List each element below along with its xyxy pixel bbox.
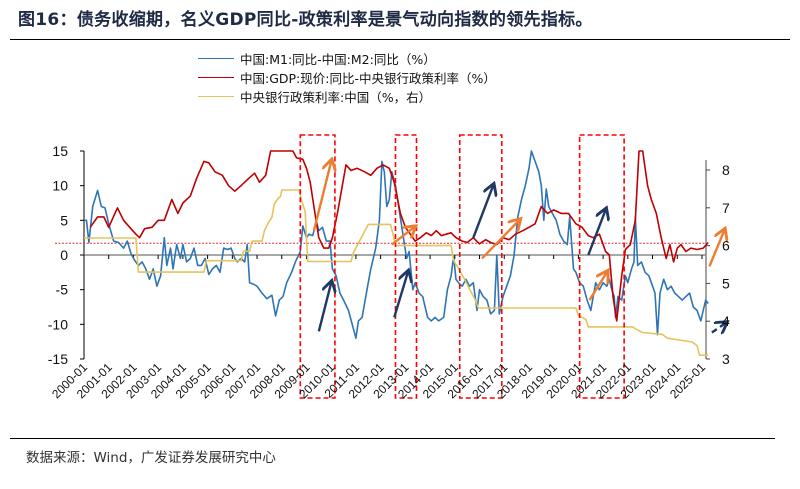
legend: 中国:M1:同比-中国:M2:同比（%） 中国:GDP:现价:同比-中央银行政策… (198, 49, 496, 106)
left-y-tick-label: -15 (48, 351, 68, 367)
right-y-tick-label: 5 (722, 275, 730, 291)
legend-swatch-policy-rate (198, 96, 234, 97)
legend-swatch-gdp-rate (198, 77, 234, 78)
right-y-tick-label: 8 (722, 162, 730, 178)
left-y-tick-label: -10 (48, 316, 68, 332)
right-y-tick-label: 3 (722, 351, 730, 367)
annotation-arrow-orange (391, 227, 414, 246)
annotation-arrow-orange (312, 161, 331, 232)
series-policy-rate (84, 189, 709, 356)
legend-item-policy-rate: 中央银行政策利率:中国（%，右） (198, 87, 496, 106)
annotation-arrow-navy (587, 210, 605, 256)
legend-label-m1-m2: 中国:M1:同比-中国:M2:同比（%） (240, 52, 436, 67)
annotation-arrow-navy (317, 283, 331, 332)
chart-title: 图16：债务收缩期，名义GDP同比-政策利率是景气动向指数的领先指标。 (18, 10, 593, 30)
left-y-tick-label: 5 (60, 212, 68, 228)
source-divider (10, 438, 775, 439)
legend-label-gdp-rate: 中国:GDP:现价:同比-中央银行政策利率（%） (240, 71, 496, 86)
highlight-box (394, 134, 418, 399)
annotation-arrow-navy (472, 186, 493, 239)
highlight-box (299, 134, 336, 399)
legend-label-policy-rate: 中央银行政策利率:中国（%，右） (240, 90, 432, 105)
highlight-box (458, 134, 503, 399)
annotation-arrow-navy (711, 323, 726, 332)
right-y-tick-label: 4 (722, 313, 730, 329)
legend-item-gdp-rate: 中国:GDP:现价:同比-中央银行政策利率（%） (198, 68, 496, 87)
annotation-arrow-group (312, 161, 726, 332)
legend-item-m1-m2: 中国:M1:同比-中国:M2:同比（%） (198, 49, 496, 68)
left-y-tick-label: -5 (56, 282, 69, 298)
series-gdp-minus-rate (89, 150, 709, 322)
left-y-tick-label: 0 (60, 247, 68, 263)
annotation-arrow-orange (481, 220, 519, 260)
chart-canvas: 151050-5-10-158765432000-012001-012002-0… (48, 134, 730, 401)
annotation-arrow-navy (393, 272, 408, 318)
title-divider (10, 39, 790, 40)
annotation-arrow-orange (588, 272, 607, 301)
left-y-tick-label: 10 (52, 178, 68, 194)
legend-swatch-m1-m2 (198, 58, 234, 59)
left-y-tick-label: 15 (52, 143, 68, 159)
right-y-tick-label: 7 (722, 200, 730, 216)
annotation-arrow-orange (708, 230, 724, 267)
source-note: 数据来源：Wind，广发证券发展研究中心 (26, 450, 276, 466)
highlight-box-group (299, 134, 625, 399)
right-y-tick-label: 6 (722, 238, 730, 254)
highlight-box (578, 134, 625, 399)
